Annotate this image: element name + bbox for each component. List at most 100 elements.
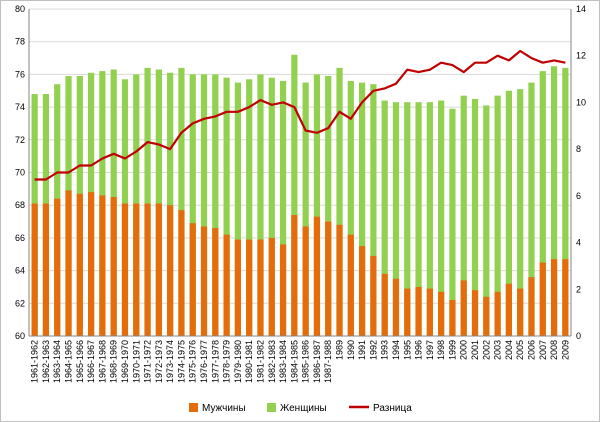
legend-label-difference: Разница [373, 403, 412, 414]
bar-male [404, 288, 411, 336]
bar-female [494, 95, 501, 336]
x-tick-label: 1980-1981 [244, 340, 254, 383]
bar-female [517, 89, 524, 337]
bar-male [178, 210, 185, 336]
x-tick-label: 1986-1987 [312, 340, 322, 383]
left-tick-label: 64 [15, 266, 25, 276]
left-tick-label: 76 [15, 69, 25, 79]
bar-female [449, 108, 456, 336]
left-tick-label: 66 [15, 233, 25, 243]
bar-female [167, 72, 174, 336]
bar-female [358, 82, 366, 336]
bar-male [212, 228, 219, 336]
x-tick-label: 1984-1985 [289, 340, 299, 383]
bar-male [291, 215, 298, 336]
x-tick-label: 1971-1972 [143, 340, 153, 383]
bar-female [562, 67, 569, 337]
bar-male [347, 234, 354, 336]
x-tick-label: 1962-1963 [41, 340, 51, 383]
bar-male [449, 300, 456, 336]
left-tick-label: 78 [15, 37, 25, 47]
bar-male [313, 216, 321, 336]
bar-male [31, 203, 38, 336]
bar-female [325, 76, 332, 336]
bar-male [471, 290, 479, 336]
bar-female [200, 74, 208, 337]
bar-female [438, 100, 445, 336]
x-tick-label: 1965-1966 [75, 340, 85, 383]
bar-male [268, 237, 275, 336]
bar-female [404, 102, 411, 336]
bar-male [358, 246, 366, 336]
difference-line [34, 49, 566, 181]
bar-female [471, 98, 479, 336]
bar-male [505, 283, 513, 336]
bar-female [223, 77, 230, 337]
bar-male [133, 203, 140, 336]
x-tick-label: 1978-1979 [222, 340, 232, 383]
bar-male [415, 286, 422, 336]
x-tick-label: 2000 [459, 340, 469, 360]
bar-female [234, 82, 242, 336]
left-tick-label: 70 [15, 168, 25, 178]
bar-female [415, 102, 422, 336]
x-tick-label: 1992 [368, 340, 378, 360]
bar-male [517, 288, 524, 336]
x-tick-label: 1966-1967 [86, 340, 96, 383]
bar-female [505, 90, 513, 336]
legend: Мужчины Женщины Разница [189, 403, 412, 414]
left-tick-label: 62 [15, 298, 25, 308]
x-tick-label: 1974-1975 [176, 340, 186, 383]
bar-female [392, 102, 400, 336]
bar-male [279, 244, 287, 336]
x-tick-label: 2006 [527, 340, 537, 360]
legend-label-male: Мужчины [202, 403, 246, 414]
bar-male [562, 259, 569, 336]
right-tick-label: 4 [576, 238, 581, 248]
x-tick-label: 1963-1964 [52, 340, 62, 383]
bar-male [336, 224, 343, 336]
bar-female [279, 80, 287, 336]
bar-male [550, 259, 558, 336]
bar-male [76, 193, 83, 336]
x-tick-label: 1987-1988 [323, 340, 333, 383]
x-tick-label: 1970-1971 [131, 340, 141, 383]
right-tick-label: 2 [576, 284, 581, 294]
x-tick-label: 1979-1980 [233, 340, 243, 383]
bar-female [426, 102, 433, 336]
legend-swatch-female [267, 403, 276, 412]
line-difference [34, 49, 566, 181]
x-axis-ticks: 1961-1962 1962-1963 1963-1964 1964-1965 1965… [30, 340, 571, 383]
bar-female [550, 66, 558, 336]
left-tick-label: 68 [15, 200, 25, 210]
left-tick-label: 74 [15, 102, 25, 112]
bar-male [54, 198, 61, 336]
bar-male [223, 234, 230, 336]
x-tick-label: 1977-1978 [210, 340, 220, 383]
grid-lines [29, 8, 571, 337]
bar-female [347, 80, 354, 336]
bar-male [325, 221, 332, 336]
left-tick-label: 60 [15, 331, 25, 341]
x-tick-label: 2008 [549, 340, 559, 360]
x-tick-label: 1961-1962 [30, 340, 40, 383]
bar-female [370, 84, 377, 337]
bar-female [313, 74, 321, 337]
right-tick-label: 6 [576, 191, 581, 201]
axes [28, 9, 572, 337]
x-tick-label: 1967-1968 [97, 340, 107, 383]
left-tick-label: 80 [15, 4, 25, 14]
bar-male [539, 262, 546, 336]
bar-female [189, 74, 196, 337]
x-tick-label: 1995 [402, 340, 412, 360]
x-tick-label: 2003 [493, 340, 503, 360]
x-tick-label: 1990 [346, 340, 356, 360]
x-tick-label: 1964-1965 [64, 340, 74, 383]
bar-male [438, 291, 445, 336]
bar-female [460, 95, 467, 336]
bar-male [144, 203, 151, 336]
bar-male [99, 195, 106, 336]
left-axis-ticks: 60 62 64 66 68 70 72 74 76 78 80 [15, 4, 25, 341]
